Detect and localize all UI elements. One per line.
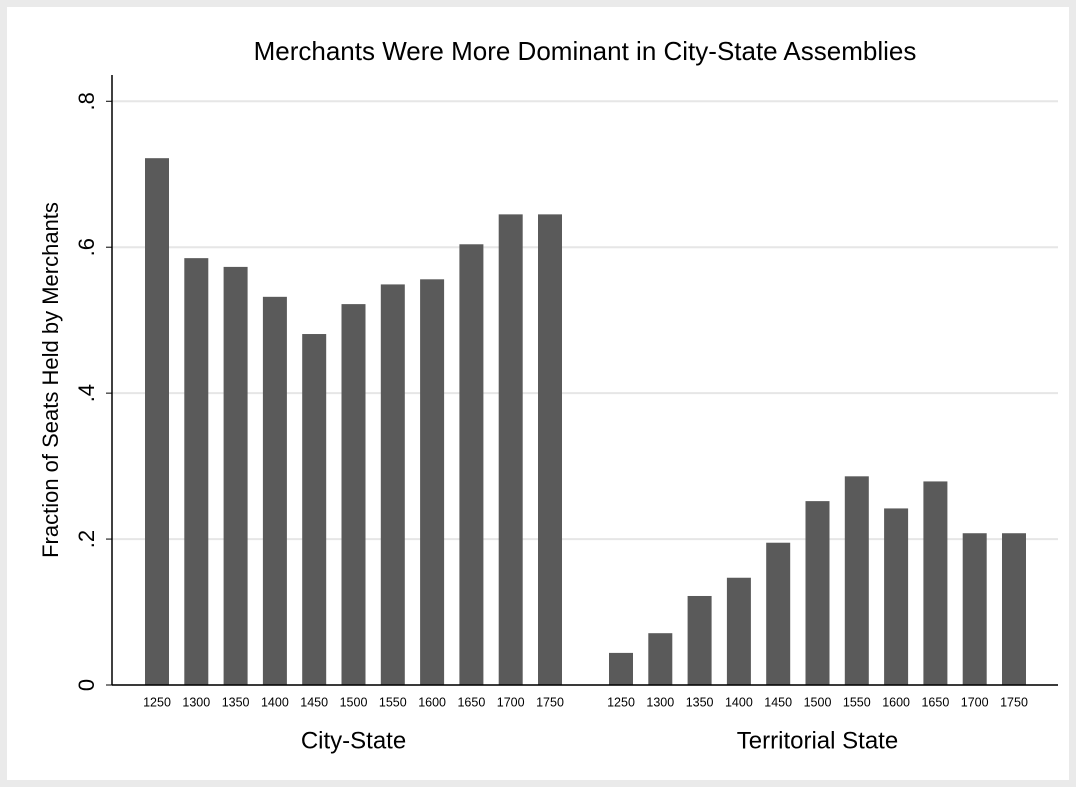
x-tick-label: 1550 <box>379 695 407 709</box>
x-tick-label: 1550 <box>843 695 871 709</box>
bar <box>923 481 948 685</box>
bar <box>459 244 484 686</box>
bar <box>884 508 909 685</box>
x-tick-label: 1350 <box>686 695 714 709</box>
bar <box>302 334 327 685</box>
bar <box>766 542 791 685</box>
x-tick-label: 1300 <box>182 695 210 709</box>
group-label: City-State <box>301 727 406 754</box>
y-tick-label: 0 <box>74 679 99 691</box>
bar <box>962 533 987 685</box>
chart-title: Merchants Were More Dominant in City-Sta… <box>254 36 917 66</box>
bar <box>145 158 169 685</box>
y-axis-label: Fraction of Seats Held by Merchants <box>38 202 63 558</box>
x-tick-label: 1650 <box>457 695 485 709</box>
bar <box>687 595 712 685</box>
bar <box>609 652 633 685</box>
x-tick-label: 1600 <box>882 695 910 709</box>
bar <box>805 501 830 685</box>
y-tick-label: .8 <box>74 92 99 110</box>
x-tick-label: 1500 <box>804 695 832 709</box>
bar <box>844 476 869 685</box>
bar <box>380 284 405 685</box>
x-tick-label: 1300 <box>646 695 674 709</box>
bar <box>184 258 209 685</box>
x-tick-label: 1600 <box>418 695 446 709</box>
x-tick-label: 1350 <box>222 695 250 709</box>
bar <box>223 266 248 685</box>
y-tick-label: .6 <box>74 238 99 256</box>
x-tick-label: 1400 <box>725 695 753 709</box>
x-tick-label: 1450 <box>300 695 328 709</box>
x-tick-label: 1750 <box>1000 695 1028 709</box>
x-tick-label: 1250 <box>143 695 171 709</box>
x-tick-label: 1700 <box>961 695 989 709</box>
y-tick-label: .2 <box>74 530 99 548</box>
bar <box>341 304 366 685</box>
y-tick-label: .4 <box>74 384 99 402</box>
bar <box>420 279 445 685</box>
x-tick-label: 1450 <box>764 695 792 709</box>
bar <box>726 577 751 685</box>
bar <box>538 214 562 685</box>
bar <box>262 296 287 685</box>
x-tick-label: 1500 <box>340 695 368 709</box>
x-tick-label: 1400 <box>261 695 289 709</box>
bar <box>498 214 523 685</box>
bar <box>648 633 673 685</box>
bar <box>1002 533 1026 685</box>
group-label: Territorial State <box>737 727 898 754</box>
x-tick-label: 1250 <box>607 695 635 709</box>
x-tick-label: 1700 <box>497 695 525 709</box>
x-tick-label: 1750 <box>536 695 564 709</box>
x-tick-label: 1650 <box>921 695 949 709</box>
